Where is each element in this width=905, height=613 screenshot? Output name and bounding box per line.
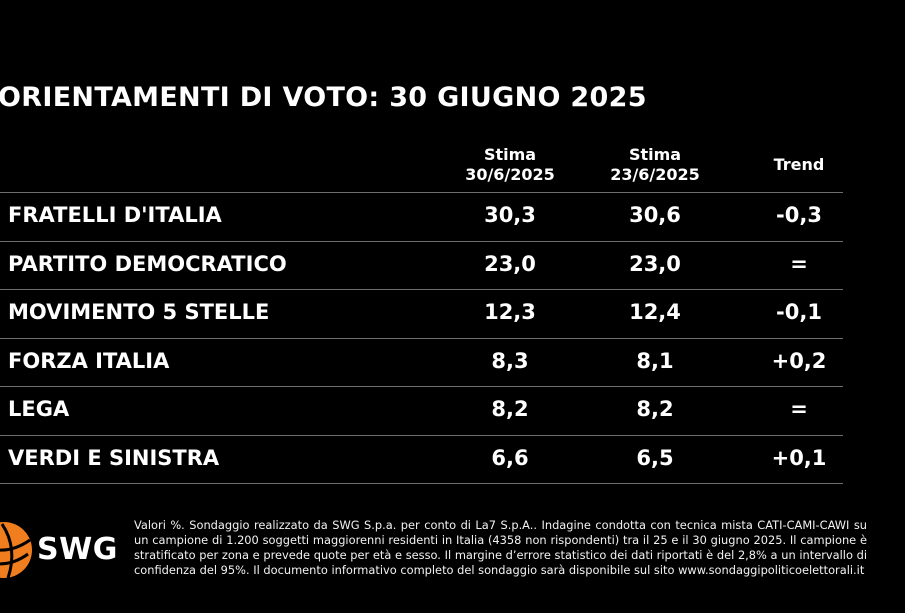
- page-title: ORIENTAMENTI DI VOTO: 30 GIUGNO 2025: [0, 82, 647, 113]
- value-previous: 8,1: [636, 348, 674, 373]
- value-trend: =: [790, 251, 808, 276]
- value-current: 23,0: [484, 251, 536, 276]
- swg-logo-text: SWG: [37, 532, 118, 567]
- table-divider: [0, 386, 843, 387]
- value-current: 8,3: [491, 348, 529, 373]
- value-previous: 12,4: [629, 300, 681, 324]
- value-current: 8,2: [491, 397, 529, 421]
- value-previous: 6,5: [636, 445, 674, 470]
- value-trend: =: [790, 397, 808, 421]
- party-name: FRATELLI D'ITALIA: [8, 203, 222, 227]
- column-header-previous-line2: 23/6/2025: [610, 165, 700, 184]
- party-name: LEGA: [8, 397, 70, 421]
- column-header-current: Stima 30/6/2025: [435, 145, 585, 185]
- value-previous: 8,2: [636, 397, 674, 421]
- column-header-previous-line1: Stima: [628, 145, 682, 164]
- party-name: PARTITO DEMOCRATICO: [8, 251, 287, 276]
- value-previous: 23,0: [629, 251, 681, 276]
- column-header-current-line2: 30/6/2025: [465, 165, 555, 184]
- party-name: MOVIMENTO 5 STELLE: [8, 300, 270, 324]
- party-name: FORZA ITALIA: [8, 348, 170, 373]
- footnote: Valori %. Sondaggio realizzato da SWG S.…: [134, 518, 867, 577]
- table-divider: [0, 434, 843, 436]
- swg-globe-icon: [0, 522, 32, 579]
- table-divider: [0, 240, 843, 242]
- value-trend: +0,2: [771, 348, 827, 373]
- table-divider: [0, 483, 843, 484]
- value-current: 12,3: [484, 300, 536, 324]
- column-header-current-line1: Stima: [483, 145, 537, 164]
- value-current: 6,6: [491, 445, 529, 470]
- value-trend: -0,1: [776, 300, 822, 324]
- party-name: VERDI E SINISTRA: [8, 445, 220, 470]
- column-header-previous: Stima 23/6/2025: [580, 145, 730, 185]
- value-current: 30,3: [484, 203, 536, 227]
- table-divider: [0, 289, 843, 290]
- table-divider: [0, 192, 843, 193]
- column-header-trend: Trend: [773, 155, 825, 174]
- table-divider: [0, 337, 843, 339]
- value-trend: +0,1: [771, 445, 827, 470]
- value-trend: -0,3: [776, 203, 822, 227]
- value-previous: 30,6: [629, 203, 681, 227]
